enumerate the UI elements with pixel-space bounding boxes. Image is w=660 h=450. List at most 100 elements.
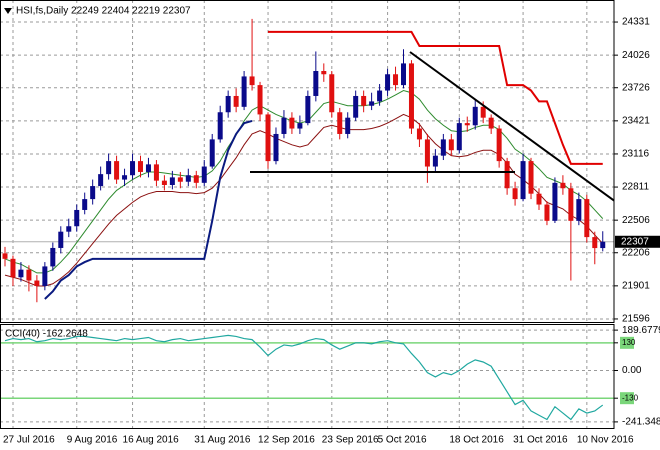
x-tick-label: 5 Oct 2016 — [378, 435, 427, 446]
candle-body — [2, 253, 8, 259]
candle-body — [58, 231, 64, 248]
candle-body — [137, 161, 143, 172]
y-tick-label: 24331 — [622, 17, 650, 28]
candle-body — [504, 161, 510, 189]
x-tick-label: 9 Aug 2016 — [67, 435, 118, 446]
candle-body — [361, 95, 367, 106]
candle-body — [472, 106, 478, 126]
level-label-box — [620, 336, 634, 349]
candle-body — [297, 123, 303, 129]
candle-body — [424, 139, 430, 167]
cci-tick-label: 0.00 — [622, 365, 642, 376]
y-tick-label: 23116 — [622, 149, 650, 160]
candle-body — [568, 188, 574, 221]
cci-title: CCI(40) -162.2648 — [5, 329, 88, 340]
candle-body — [74, 209, 80, 227]
candle-body — [321, 71, 327, 75]
indicator-line — [4, 90, 604, 274]
x-tick-label: 23 Sep 2016 — [322, 435, 379, 446]
candle-body — [432, 155, 438, 167]
candle-body — [337, 112, 343, 134]
candle-body — [217, 112, 223, 140]
candle-body — [233, 95, 239, 107]
candle-body — [225, 95, 231, 113]
candle-body — [257, 85, 263, 115]
candle-body — [456, 123, 462, 151]
candle-body — [520, 161, 526, 200]
candle-body — [193, 175, 199, 183]
candle-body — [10, 258, 16, 278]
candle-body — [416, 128, 422, 140]
cci-frame — [0, 324, 615, 429]
level-label-box — [620, 392, 634, 405]
x-tick-label: 27 Jul 2016 — [3, 435, 55, 446]
candle-body — [448, 139, 454, 151]
candle-body — [584, 199, 590, 238]
candle-body — [26, 269, 32, 281]
candle-body — [34, 280, 40, 286]
cci-tick-label: -241.3481 — [622, 417, 660, 428]
chart-title: HSI,fs,Daily 22249 22404 22219 22307 — [16, 6, 191, 17]
candle-body — [145, 164, 151, 172]
current-price-label: 22307 — [621, 236, 649, 247]
candle-body — [592, 237, 598, 249]
cci-tick-label: 130 — [622, 338, 636, 347]
candle-body — [185, 175, 191, 182]
cci-line — [4, 334, 604, 421]
candle-body — [153, 164, 159, 181]
trendlines — [250, 51, 615, 202]
candle-body — [241, 76, 247, 107]
candle-body — [177, 177, 183, 182]
candle-body — [66, 226, 72, 232]
y-tick-label: 23726 — [622, 82, 650, 93]
y-tick-label: 23421 — [622, 115, 650, 126]
candle-body — [50, 247, 56, 267]
y-tick-label: 21596 — [622, 314, 650, 325]
candle-body — [265, 114, 271, 162]
candle-body — [209, 139, 215, 167]
candle-body — [82, 199, 88, 210]
candle-body — [289, 117, 295, 129]
y-tick-label: 22811 — [622, 182, 650, 193]
x-tick-label: 12 Sep 2016 — [258, 435, 315, 446]
current-price-tag — [615, 235, 660, 248]
candle-body — [345, 117, 351, 134]
x-tick-label: 31 Oct 2016 — [513, 435, 568, 446]
candle-body — [464, 123, 470, 126]
candle-body — [161, 180, 167, 185]
x-tick-label: 10 Nov 2016 — [577, 435, 634, 446]
candle-body — [122, 175, 128, 180]
candle-body — [329, 74, 335, 113]
cci-tick-label: -130 — [622, 393, 639, 402]
candle-body — [130, 161, 136, 176]
candle-body — [90, 186, 96, 200]
indicator-line — [4, 113, 604, 287]
candle-body — [480, 106, 486, 118]
y-tick-label: 22206 — [622, 247, 650, 258]
candle-body — [408, 63, 414, 129]
candle-body — [440, 139, 446, 156]
candle-body — [393, 74, 399, 86]
plot-marks — [0, 0, 614, 428]
y-tick-label: 22506 — [622, 215, 650, 226]
candle-body — [353, 95, 359, 118]
candle-body — [536, 193, 542, 205]
candle-body — [98, 174, 104, 187]
candle-body — [273, 133, 279, 162]
candle-body — [544, 204, 550, 221]
menu-arrow — [4, 8, 12, 14]
candle-body — [377, 90, 383, 102]
candle-body — [106, 161, 112, 175]
candle-body — [576, 199, 582, 221]
candle-body — [281, 117, 287, 134]
cci-tick-label: 189.6779 — [622, 325, 660, 336]
y-tick-label: 21901 — [622, 280, 650, 291]
candle-body — [114, 161, 120, 180]
candle-body — [488, 117, 494, 129]
candle-body — [385, 74, 391, 91]
candle-body — [496, 128, 502, 162]
